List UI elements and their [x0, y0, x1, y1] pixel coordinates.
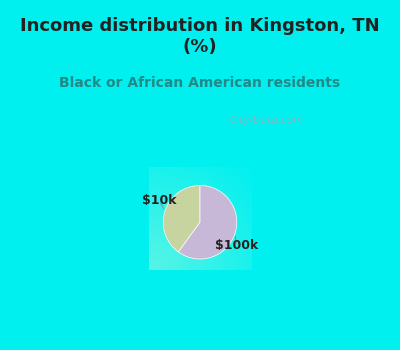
Text: City-Data.com: City-Data.com: [229, 115, 304, 125]
Text: $100k: $100k: [215, 239, 258, 252]
Text: $10k: $10k: [142, 194, 176, 207]
Text: Black or African American residents: Black or African American residents: [60, 76, 340, 90]
Wedge shape: [178, 186, 237, 259]
Text: Income distribution in Kingston, TN
(%): Income distribution in Kingston, TN (%): [20, 17, 380, 56]
Wedge shape: [163, 186, 200, 252]
